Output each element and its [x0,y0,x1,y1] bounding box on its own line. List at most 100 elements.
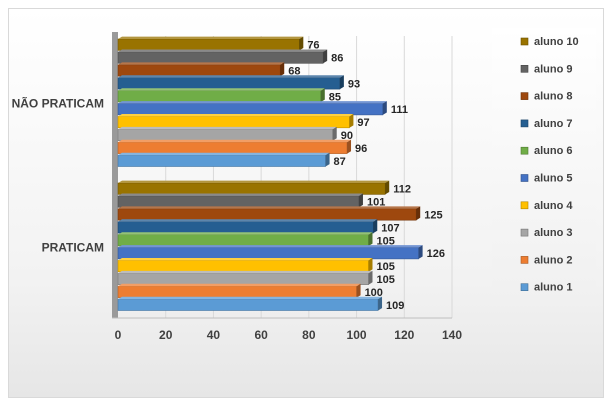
data-label: 100 [365,287,383,299]
bar-end [320,88,325,102]
data-label: 93 [348,78,360,90]
legend-swatch [520,228,529,237]
data-labels: 1121011251071051261051051001097686689385… [288,40,445,312]
bar-end [347,139,352,154]
bar [117,90,322,103]
bar [117,154,326,167]
bar-end [382,101,387,115]
axes: 0 20 40 60 80 100 120 140 PRATICAM NÃO PRATICAM [12,32,462,342]
bar [117,247,419,260]
data-label: 107 [381,222,399,234]
bar-top [118,126,337,130]
bar-top [118,36,304,39]
bar-top [118,193,363,196]
bar-end [323,49,328,64]
legend-swatch [520,174,529,182]
bar [117,51,324,64]
bar-end [416,206,421,221]
data-label: 87 [334,156,346,168]
y-axis-line [112,32,118,318]
bar-end [373,219,378,234]
category-label: PRATICAM [42,241,104,255]
bar-end [280,62,285,77]
bar-top [118,49,328,52]
legend-label: aluno 9 [534,63,573,75]
bar-top [118,296,383,300]
bar-end [418,245,423,259]
data-label: 76 [307,40,319,52]
bar-end [358,193,363,208]
bar-top [118,232,373,235]
legend-swatch [520,37,529,46]
bar-end [325,152,330,167]
bar [117,182,386,195]
legend: aluno 10 aluno 9 aluno 8 aluno 7 aluno 6 alun… [520,36,579,294]
bar-top [118,219,378,222]
bar [117,103,384,116]
legend-swatch [520,119,529,128]
data-label: 86 [331,53,343,65]
legend-label: aluno 3 [534,227,573,239]
bar-top [118,270,373,274]
legend-swatch [520,256,529,264]
bar-top [118,206,421,209]
data-label: 125 [424,210,442,222]
bar-top [118,139,352,143]
data-label: 105 [377,274,395,286]
legend-swatch [520,201,529,210]
data-label: 96 [355,143,367,155]
bar-top [118,62,285,65]
bar-end [378,296,383,311]
legend-swatch [520,283,529,292]
bar-top [118,101,387,104]
bar [117,129,334,142]
data-label: 97 [357,117,369,129]
bar-top [118,283,361,287]
data-label: 90 [341,130,353,142]
category-label: NÃO PRATICAM [12,96,104,111]
bar-top [118,180,390,183]
legend-swatch [520,146,529,155]
data-label: 111 [391,104,408,116]
legend-box [492,28,596,306]
bar [117,221,374,234]
bar [117,260,369,273]
legend-label: aluno 8 [534,91,573,103]
bar-top [118,245,423,248]
data-label: 109 [386,300,404,312]
data-label: 126 [427,248,445,260]
x-tick-label: 0 [115,328,122,342]
data-label: 101 [367,197,385,209]
bar-top [118,258,373,261]
legend-swatch [520,92,529,100]
bar [117,208,417,221]
bar-top [118,75,344,78]
bar-end [356,283,361,298]
bar [117,64,281,77]
bar-top [118,88,325,91]
data-label: 68 [288,66,300,78]
data-label: 105 [377,261,395,273]
legend-label: aluno 2 [534,254,573,266]
bar-top [118,114,354,117]
bar-top [118,152,330,156]
data-label: 85 [329,91,341,103]
x-tick-label: 20 [159,328,173,342]
data-label: 105 [377,235,395,247]
x-tick-label: 100 [347,328,367,342]
legend-label: aluno 10 [534,36,579,48]
bar [117,298,379,311]
bar-end [349,114,354,128]
bar-end [299,36,304,51]
bar-end [368,258,373,272]
legend-label: aluno 5 [534,173,573,185]
legend-label: aluno 6 [534,145,573,157]
x-tick-label: 140 [442,328,462,342]
bar-end [368,232,373,246]
bar [117,38,300,51]
bar-end [332,126,337,141]
bars [117,36,423,311]
legend-swatch [520,65,529,73]
